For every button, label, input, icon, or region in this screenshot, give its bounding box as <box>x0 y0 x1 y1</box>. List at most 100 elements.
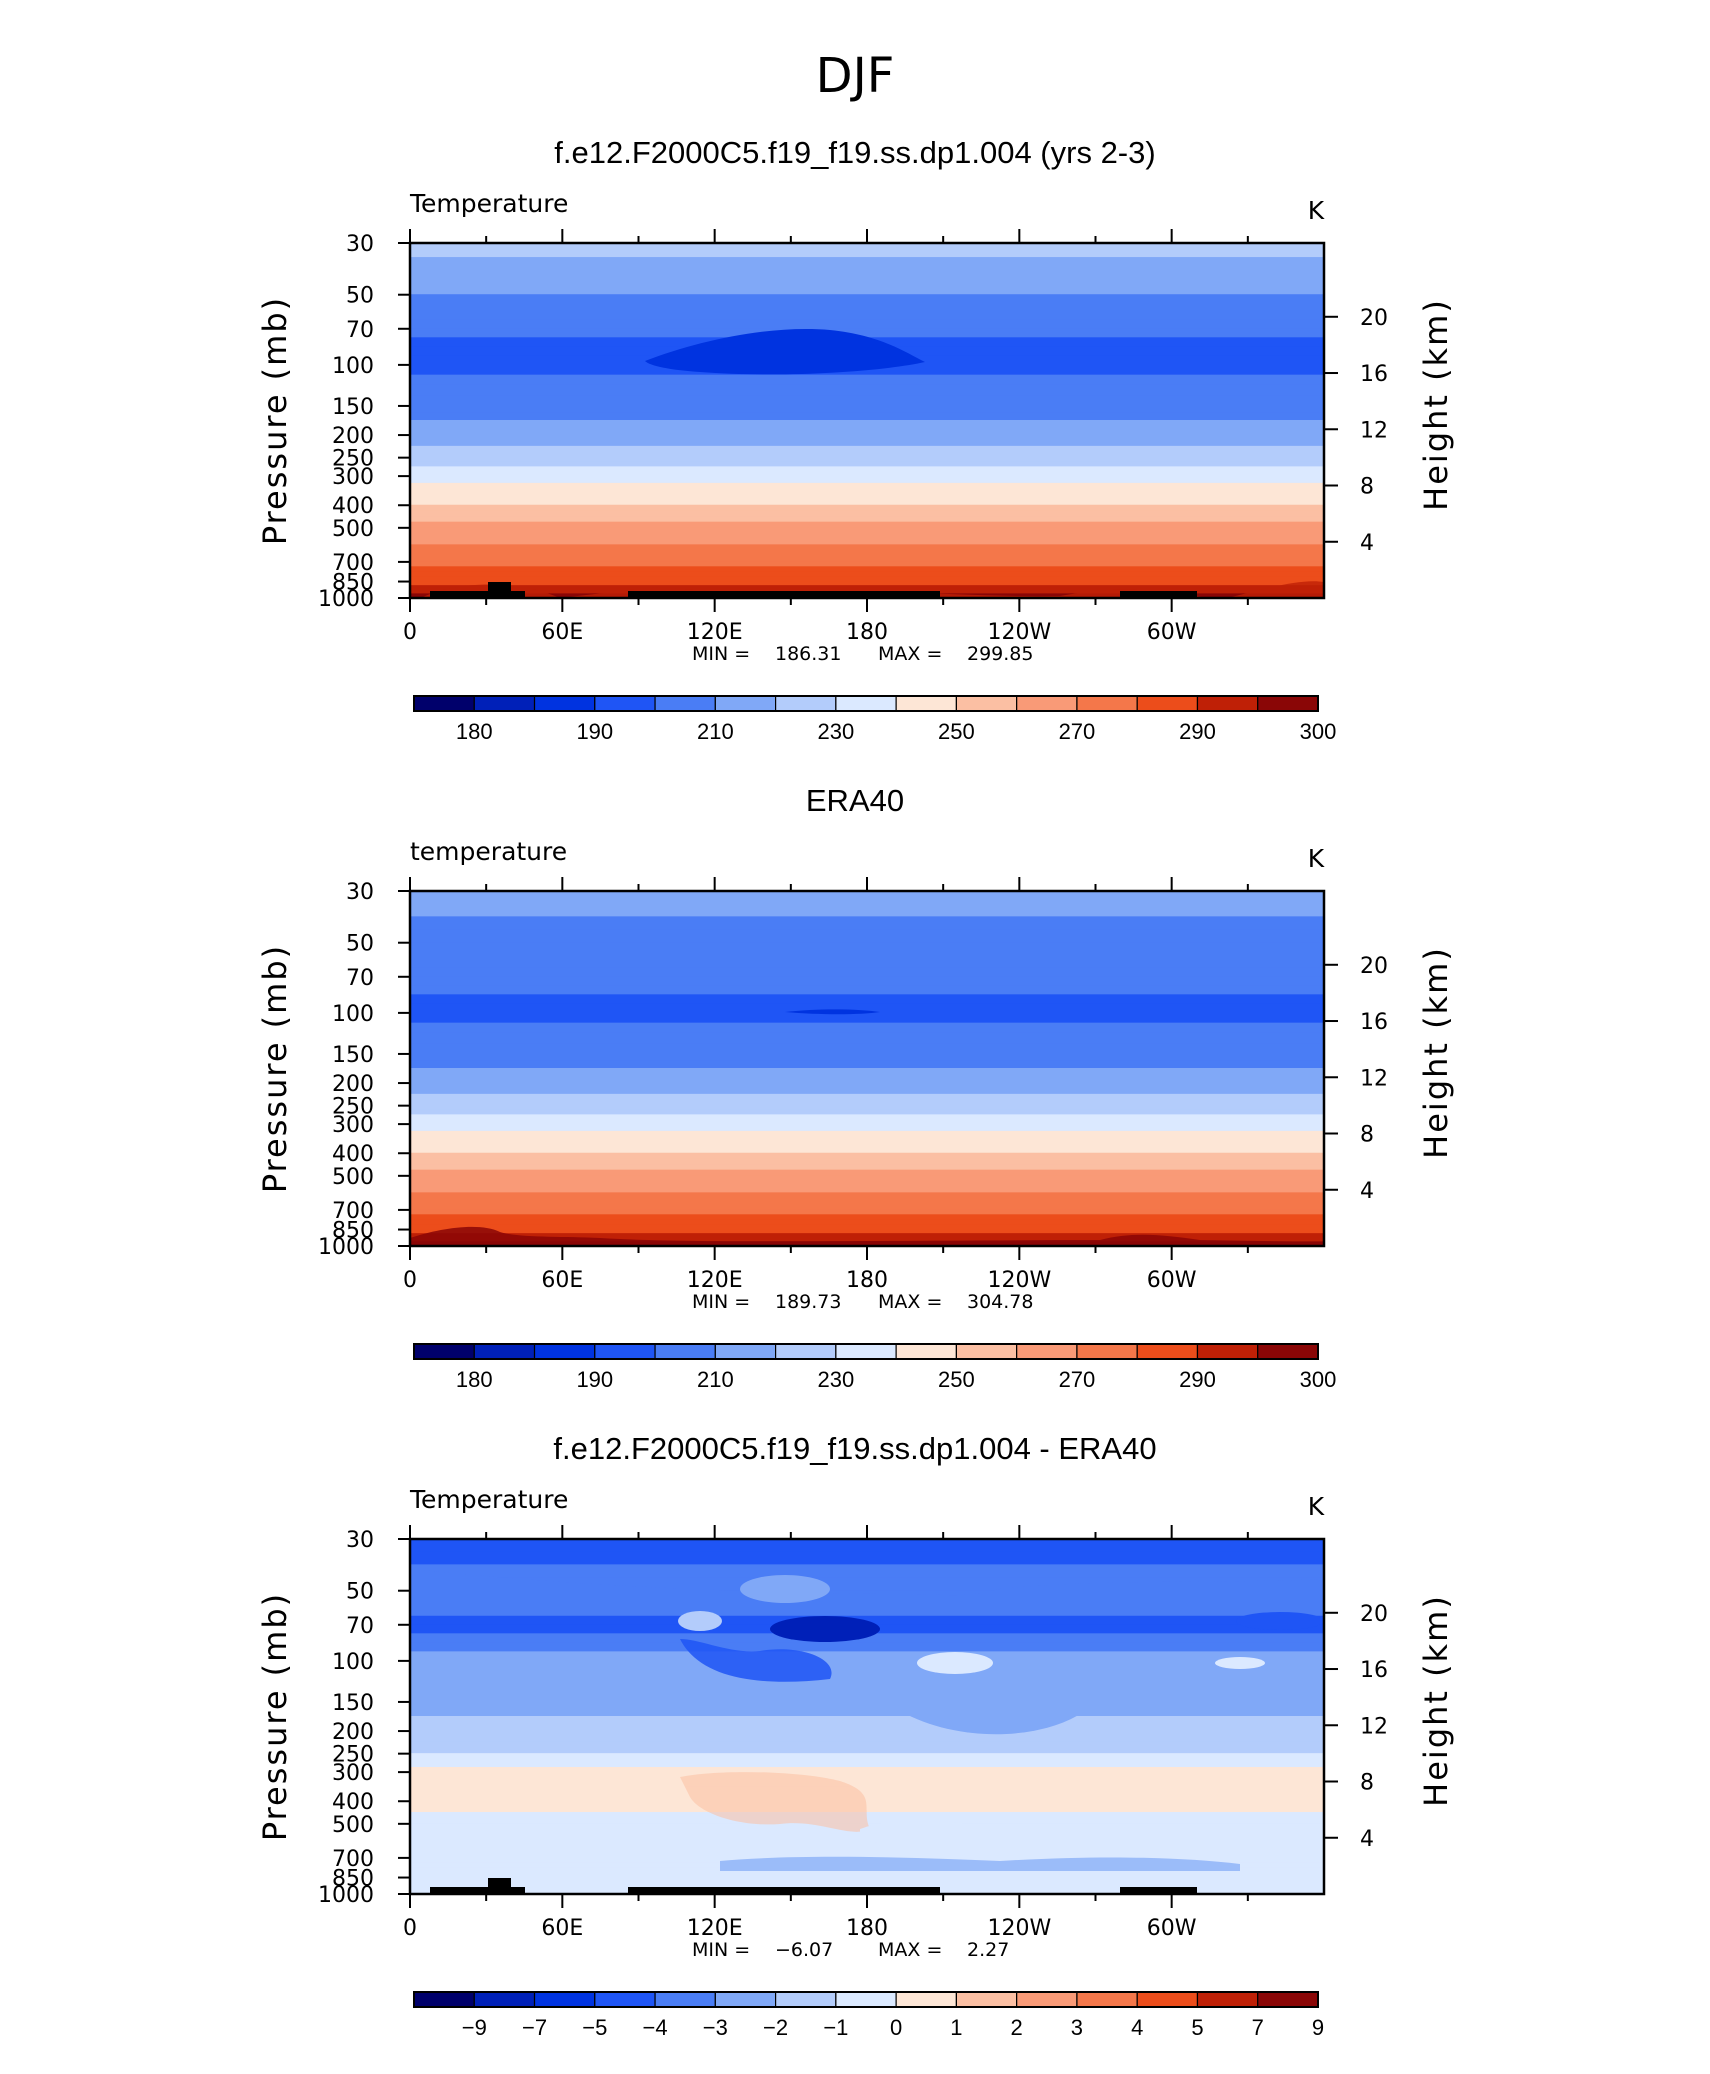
colorbar-label: 9 <box>1312 2015 1324 2040</box>
contour-band <box>410 451 1324 459</box>
contour-feature <box>720 1856 1240 1871</box>
colorbar-box <box>1257 695 1319 712</box>
colorbar-label: 190 <box>576 719 613 744</box>
contour-band <box>410 1032 1324 1045</box>
contour-band <box>410 1068 1324 1077</box>
y2-tick-label: 16 <box>1360 362 1388 387</box>
colorbar-label: 270 <box>1059 1367 1096 1392</box>
contour-field <box>410 243 1324 598</box>
colorbar-label: 3 <box>1071 2015 1083 2040</box>
y2-tick-label: 8 <box>1360 1771 1374 1796</box>
contour-band <box>410 1670 1324 1682</box>
colorbar-box <box>774 1343 837 1360</box>
x-tick-label: 180 <box>846 1916 888 1941</box>
y-tick-label: 700 <box>332 551 374 576</box>
colorbar-label: 180 <box>456 719 493 744</box>
topography <box>1120 591 1197 598</box>
colorbar-label: 270 <box>1059 719 1096 744</box>
contour-band <box>410 566 1324 573</box>
colorbar-box <box>654 695 716 712</box>
colorbar: 180 190 210 230 250 270 290 300 <box>413 695 1336 744</box>
contour-band <box>410 1877 1324 1883</box>
x-tick-label: 60W <box>1147 1268 1197 1293</box>
contour-band <box>410 1099 1324 1107</box>
colorbar-label: −4 <box>643 2015 668 2040</box>
y-tick-label: 300 <box>332 1113 374 1138</box>
colorbar-box <box>835 695 897 712</box>
contour-band <box>410 427 1324 436</box>
colorbar-box <box>895 695 958 712</box>
min-label: MIN = <box>692 643 750 665</box>
panel-3: f.e12.F2000C5.f19_f19.ss.dp1.004 - ERA40… <box>256 1431 1455 2040</box>
contour-band <box>410 959 1324 969</box>
contour-band <box>410 395 1324 407</box>
contour-band <box>410 1200 1324 1211</box>
contour-band <box>410 257 1324 266</box>
contour-band <box>410 585 1324 591</box>
colorbar-box <box>774 695 837 712</box>
contour-band <box>410 1105 1324 1111</box>
y-tick-label: 200 <box>332 424 374 449</box>
contour-band <box>410 1848 1324 1859</box>
x-tick-label: 60E <box>541 620 583 645</box>
contour-band <box>410 243 1324 249</box>
contour-band <box>410 535 1324 546</box>
contour-band <box>410 1183 1324 1194</box>
contour-feature <box>900 1703 1080 1735</box>
colorbar-box <box>533 695 596 712</box>
contour-band <box>410 1800 1324 1808</box>
contour-band <box>410 1123 1324 1132</box>
contour-band <box>410 1691 1324 1703</box>
contour-band <box>410 1109 1324 1116</box>
contour-band <box>410 1130 1324 1140</box>
contour-band <box>410 1192 1324 1202</box>
colorbar-box <box>835 1343 897 1360</box>
panel-title: ERA40 <box>806 783 904 818</box>
y2-tick-label: 12 <box>1360 418 1388 443</box>
contour-band <box>410 1872 1324 1879</box>
contour-band <box>410 288 1324 296</box>
y-tick-label: 400 <box>332 1790 374 1815</box>
max-label: MAX = <box>878 1291 942 1313</box>
colorbar-frame <box>413 1343 1319 1360</box>
y-tick-label: 500 <box>332 517 374 542</box>
colorbar: 180 190 210 230 250 270 290 300 <box>413 1343 1336 1392</box>
colorbar-label: 4 <box>1131 2015 1143 2040</box>
colorbar-box <box>895 1343 958 1360</box>
contour-band <box>410 1082 1324 1090</box>
contour-band <box>410 374 1324 386</box>
contour-band <box>410 571 1324 578</box>
colorbar-label: 1 <box>950 2015 962 2040</box>
y-tick-label: 250 <box>332 1743 374 1768</box>
contour-band <box>410 1757 1324 1764</box>
contour-band <box>410 1812 1324 1819</box>
y2-tick-label: 20 <box>1360 954 1388 979</box>
topography <box>628 591 940 598</box>
y-tick-label: 400 <box>332 494 374 519</box>
max-value: 2.27 <box>967 1939 1009 1961</box>
x-tick-label: 60W <box>1147 620 1197 645</box>
contour-band <box>410 249 1324 259</box>
panel-title: f.e12.F2000C5.f19_f19.ss.dp1.004 (yrs 2-… <box>554 135 1155 170</box>
contour-band <box>410 1233 1324 1239</box>
min-label: MIN = <box>692 1291 750 1313</box>
contour-band <box>410 891 1324 897</box>
contour-feature <box>678 1611 722 1631</box>
colorbar-box <box>1076 695 1138 712</box>
contour-band <box>410 1088 1324 1095</box>
panel-title: f.e12.F2000C5.f19_f19.ss.dp1.004 - ERA40 <box>553 1431 1156 1466</box>
contour-band <box>410 1793 1324 1802</box>
contour-band <box>410 942 1324 952</box>
topography <box>1120 1887 1197 1894</box>
y-tick-label: 1000 <box>318 1883 374 1908</box>
y-tick-label: 200 <box>332 1720 374 1745</box>
x-tick-label: 120W <box>987 1268 1051 1293</box>
contour-band <box>410 328 1324 339</box>
y-tick-label: 150 <box>332 395 374 420</box>
contour-band <box>410 475 1324 484</box>
units-label: K <box>1308 1492 1325 1521</box>
min-value: −6.07 <box>775 1939 833 1961</box>
contour-band <box>410 1551 1324 1566</box>
y-tick-label: 200 <box>332 1072 374 1097</box>
contour-band <box>410 1642 1324 1653</box>
